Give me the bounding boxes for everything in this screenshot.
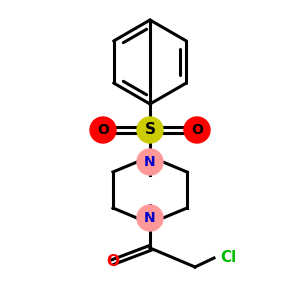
Circle shape (137, 149, 163, 175)
Circle shape (137, 117, 163, 143)
Text: O: O (191, 123, 203, 137)
Text: O: O (106, 254, 119, 269)
Text: O: O (97, 123, 109, 137)
Text: S: S (145, 122, 155, 137)
Circle shape (90, 117, 116, 143)
Text: N: N (144, 211, 156, 225)
Text: Cl: Cl (220, 250, 236, 266)
Text: N: N (144, 155, 156, 169)
Circle shape (184, 117, 210, 143)
Circle shape (137, 205, 163, 231)
